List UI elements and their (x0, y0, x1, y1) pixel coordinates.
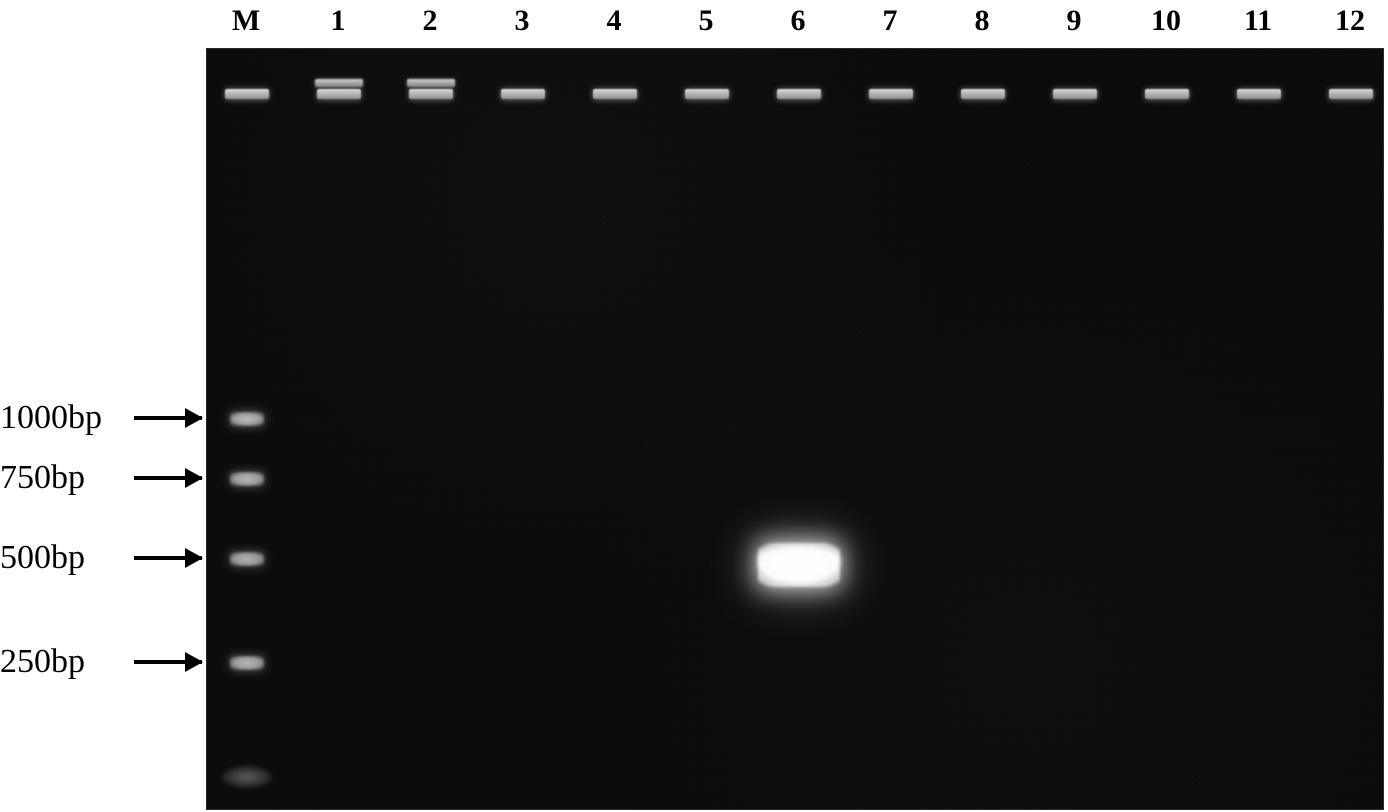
ladder-band-250bp (230, 656, 264, 670)
sample-band-lane-6 (758, 543, 840, 587)
well-lane-4 (593, 89, 637, 99)
well-lane-7 (869, 89, 913, 99)
marker-arrow-250bp (134, 660, 202, 664)
lane-label-10: 10 (1151, 4, 1181, 38)
well-lane-M (225, 89, 269, 99)
marker-arrow-1000bp (134, 416, 202, 420)
well-row (207, 89, 1383, 109)
lane-label-M: M (232, 4, 260, 38)
well-lane-12 (1329, 89, 1373, 99)
well-lane-1 (317, 89, 361, 99)
well-lane-3 (501, 89, 545, 99)
lane-label-8: 8 (975, 4, 990, 38)
well-lane-10 (1145, 89, 1189, 99)
lane-label-7: 7 (883, 4, 898, 38)
lane-label-6: 6 (791, 4, 806, 38)
dye-front-lane-M (222, 766, 272, 788)
well-lane-5 (685, 89, 729, 99)
well-lane-2 (409, 89, 453, 99)
lane-label-row: M 1 2 3 4 5 6 7 8 9 10 11 12 (0, 0, 1388, 46)
marker-label-250bp: 250bp (0, 643, 85, 681)
lane-label-2: 2 (423, 4, 438, 38)
marker-label-500bp: 500bp (0, 539, 85, 577)
gel-figure: M 1 2 3 4 5 6 7 8 9 10 11 12 1000bp 750b… (0, 0, 1388, 812)
well-lane-6 (777, 89, 821, 99)
ladder-band-1000bp (230, 412, 264, 426)
lane-label-9: 9 (1067, 4, 1082, 38)
ladder-band-500bp (230, 552, 264, 566)
lane-label-5: 5 (699, 4, 714, 38)
gel-image (206, 48, 1384, 810)
marker-arrow-500bp (134, 556, 202, 560)
lane-label-11: 11 (1244, 4, 1272, 38)
well-lane-8 (961, 89, 1005, 99)
marker-label-1000bp: 1000bp (0, 399, 102, 437)
marker-arrow-750bp (134, 476, 202, 480)
lane-label-3: 3 (515, 4, 530, 38)
marker-label-750bp: 750bp (0, 459, 85, 497)
well-lane-11 (1237, 89, 1281, 99)
ladder-band-750bp (230, 472, 264, 486)
well-lane-9 (1053, 89, 1097, 99)
lane-label-12: 12 (1335, 4, 1365, 38)
lane-label-4: 4 (607, 4, 622, 38)
lane-label-1: 1 (331, 4, 346, 38)
